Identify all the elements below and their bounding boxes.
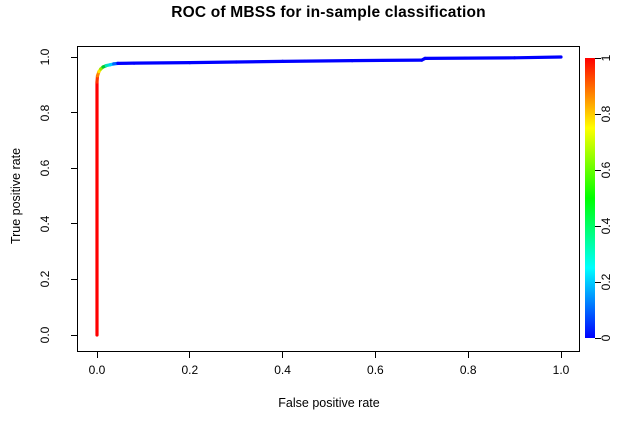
y-tick-mark xyxy=(71,167,77,169)
colorbar-tick-mark xyxy=(595,169,601,171)
colorbar-tick-mark xyxy=(595,337,601,339)
x-tick-mark xyxy=(560,352,562,358)
colorbar-tick-mark xyxy=(595,225,601,227)
colorbar-tick-label: 0 xyxy=(599,334,613,342)
colorbar-tick-mark xyxy=(595,113,601,115)
y-tick-mark xyxy=(71,223,77,225)
colorbar-gradient xyxy=(585,58,595,338)
y-tick-label: 0.6 xyxy=(38,159,52,177)
y-tick-mark xyxy=(71,334,77,336)
y-tick-label: 0.2 xyxy=(38,271,52,288)
y-tick-mark xyxy=(71,112,77,114)
x-tick-mark xyxy=(96,352,98,358)
plot-area xyxy=(77,46,580,352)
x-tick-mark xyxy=(374,352,376,358)
x-tick-label: 0.2 xyxy=(181,363,199,377)
x-tick-label: 0.6 xyxy=(367,363,384,377)
y-tick-label: 0.0 xyxy=(38,326,52,344)
colorbar-tick-label: 0.6 xyxy=(599,161,613,179)
y-tick-label: 0.8 xyxy=(38,104,52,121)
x-tick-label: 0.4 xyxy=(274,363,291,377)
y-tick-mark xyxy=(71,278,77,280)
chart-title: ROC of MBSS for in-sample classification xyxy=(171,4,486,21)
y-axis-label: True positive rate xyxy=(9,147,23,245)
x-tick-mark xyxy=(189,352,191,358)
colorbar-tick-label: 0.8 xyxy=(599,105,613,123)
colorbar-tick-mark xyxy=(595,281,601,283)
colorbar-tick-label: 0.2 xyxy=(599,273,613,291)
y-tick-label: 1.0 xyxy=(38,48,52,66)
y-tick-label: 0.4 xyxy=(38,215,52,233)
x-tick-label: 1.0 xyxy=(552,363,570,377)
x-tick-label: 0.0 xyxy=(88,363,106,377)
colorbar-tick-label: 0.4 xyxy=(599,217,613,235)
y-tick-mark xyxy=(71,56,77,58)
x-tick-mark xyxy=(467,352,469,358)
x-axis-label: False positive rate xyxy=(278,396,380,410)
colorbar-tick-mark xyxy=(595,57,601,59)
x-tick-label: 0.8 xyxy=(459,363,477,377)
colorbar-tick-label: 1 xyxy=(599,54,613,62)
x-tick-mark xyxy=(282,352,284,358)
